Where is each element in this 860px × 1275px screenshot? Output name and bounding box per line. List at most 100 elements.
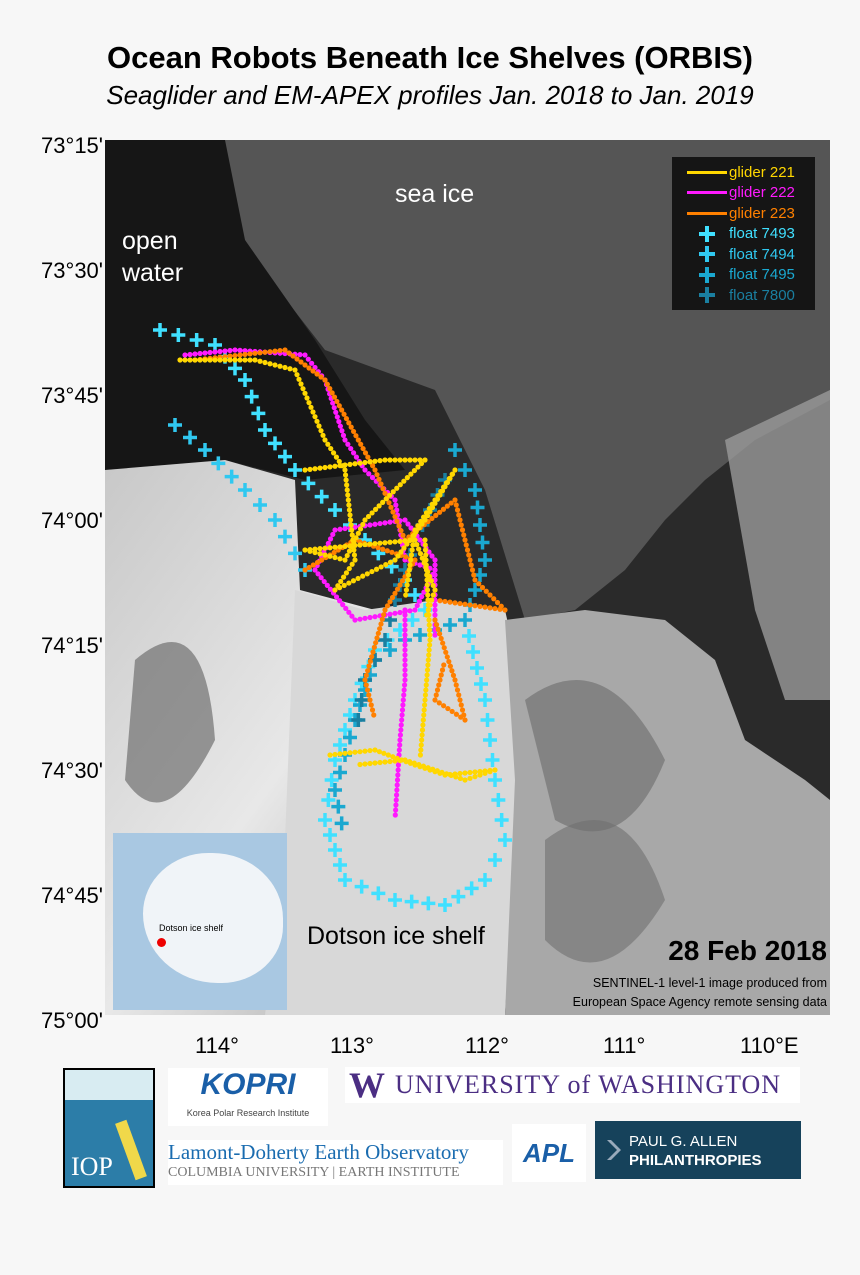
glider-221-track [357, 542, 363, 548]
glider-221-track [432, 497, 438, 503]
glider-221-track [349, 527, 355, 533]
glider-221-track [435, 493, 441, 499]
glider-221-track [317, 551, 323, 557]
glider-221-track [373, 566, 380, 572]
glider-221-track [345, 497, 351, 503]
iop-logo: IOP [63, 1068, 155, 1188]
glider-222-track [187, 351, 193, 358]
glider-221-track [426, 642, 433, 648]
glider-221-track [402, 757, 408, 763]
glider-223-track [449, 708, 455, 715]
glider-221-track [342, 467, 348, 473]
glider-222-track [393, 797, 399, 803]
glider-221-track [453, 774, 459, 780]
glider-223-track [448, 500, 454, 506]
float-7493-marker [324, 773, 339, 787]
float-7493-marker [238, 373, 252, 387]
glider-223-track [477, 603, 483, 610]
glider-223-track [378, 621, 384, 627]
glider-223-track [437, 631, 443, 637]
glider-221-track [382, 457, 388, 463]
glider-221-track [344, 482, 350, 488]
float-7493-marker [314, 489, 329, 504]
glider-221-track [422, 547, 429, 553]
glider-221-track [457, 770, 463, 777]
glider-221-track [424, 582, 430, 588]
glider-221-track [443, 480, 450, 486]
glider-221-track [247, 357, 253, 363]
glider-223-track [372, 467, 378, 473]
glider-221-track [372, 760, 378, 766]
float-7495-marker [468, 483, 482, 497]
glider-222-track [397, 609, 403, 616]
glider-222-track [419, 594, 425, 600]
glider-223-track [365, 668, 371, 674]
glider-221-track [387, 539, 393, 545]
glider-221-track [427, 637, 433, 643]
glider-221-track [424, 667, 431, 673]
glider-221-track [385, 752, 391, 758]
glider-221-track [407, 562, 413, 568]
glider-221-track [346, 565, 352, 572]
glider-223-track [282, 347, 288, 353]
float-7493-marker [494, 813, 509, 827]
glider-222-track [432, 557, 438, 563]
glider-222-track [325, 540, 331, 546]
glider-221-track [462, 777, 468, 783]
glider-222-track [392, 610, 398, 616]
float-7493-marker [405, 613, 420, 627]
glider-222-track [349, 613, 355, 619]
glider-223-track [454, 687, 461, 693]
glider-222-track [414, 602, 420, 609]
glider-223-track [314, 371, 320, 377]
glider-221-track [351, 552, 358, 558]
glider-222-track [394, 787, 400, 793]
glider-222-track [399, 717, 405, 723]
glider-223-track [437, 677, 443, 683]
glider-222-track [367, 522, 373, 528]
glider-221-track [322, 437, 328, 443]
glider-222-track [357, 616, 363, 622]
glider-222-track [402, 657, 408, 663]
float-7493-marker [478, 693, 492, 707]
glider-222-track [402, 627, 408, 633]
glider-222-track [401, 692, 407, 698]
glider-223-track [387, 599, 393, 605]
glider-221-track [262, 359, 268, 366]
float-7493-marker [318, 813, 332, 827]
glider-221-track [376, 503, 382, 509]
glider-221-track [346, 502, 352, 508]
glider-221-track [426, 627, 433, 633]
glider-221-track [320, 432, 326, 438]
glider-221-track [222, 357, 228, 363]
glider-222-track [334, 414, 340, 420]
glider-221-track [429, 501, 435, 507]
glider-221-track [417, 551, 424, 557]
glider-223-track [471, 572, 477, 578]
glider-221-track [380, 499, 386, 505]
glider-223-track [487, 605, 493, 611]
legend-label: glider 223 [729, 204, 795, 222]
glider-221-track [402, 457, 408, 463]
glider-221-track [302, 390, 308, 396]
glider-222-track [392, 812, 398, 818]
glider-222-track [366, 471, 372, 477]
glider-221-track [302, 547, 308, 553]
glider-222-track [417, 537, 423, 543]
glider-223-track [397, 582, 403, 588]
glider-222-track [402, 607, 408, 613]
glider-221-track [427, 632, 433, 638]
glider-222-track [327, 586, 333, 592]
glider-223-track [453, 502, 459, 508]
line-swatch-icon [684, 203, 729, 223]
glider-223-track [290, 353, 296, 359]
glider-221-track [412, 457, 418, 463]
float-7493-marker [153, 323, 167, 337]
glider-221-track [477, 772, 483, 778]
glider-222-track [402, 517, 408, 523]
glider-222-track [397, 737, 403, 743]
float-7493-marker [388, 893, 402, 907]
glider-221-track [397, 482, 403, 488]
glider-223-track [479, 584, 486, 591]
float-7494-marker [268, 513, 282, 527]
